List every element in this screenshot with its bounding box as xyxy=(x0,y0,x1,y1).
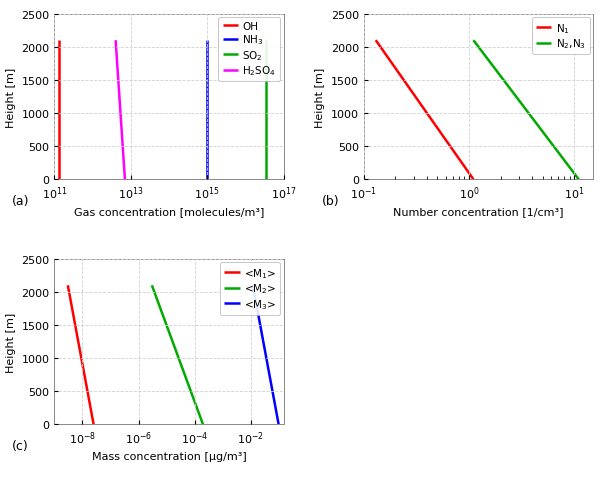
Legend: <M$_1$>, <M$_2$>, <M$_3$>: <M$_1$>, <M$_2$>, <M$_3$> xyxy=(220,263,281,315)
X-axis label: Mass concentration [μg/m³]: Mass concentration [μg/m³] xyxy=(91,451,246,462)
Text: (c): (c) xyxy=(12,439,29,452)
Y-axis label: Height [m]: Height [m] xyxy=(315,67,325,127)
Text: (a): (a) xyxy=(12,195,30,207)
X-axis label: Gas concentration [molecules/m³]: Gas concentration [molecules/m³] xyxy=(74,207,264,217)
Text: (b): (b) xyxy=(321,195,339,207)
Y-axis label: Height [m]: Height [m] xyxy=(6,312,16,372)
Legend: OH, NH$_3$, SO$_2$, H$_2$SO$_4$: OH, NH$_3$, SO$_2$, H$_2$SO$_4$ xyxy=(218,18,281,82)
Y-axis label: Height [m]: Height [m] xyxy=(6,67,16,127)
Legend: N$_1$, N$_2$,N$_3$: N$_1$, N$_2$,N$_3$ xyxy=(532,18,590,55)
X-axis label: Number concentration [1/cm³]: Number concentration [1/cm³] xyxy=(393,207,564,217)
